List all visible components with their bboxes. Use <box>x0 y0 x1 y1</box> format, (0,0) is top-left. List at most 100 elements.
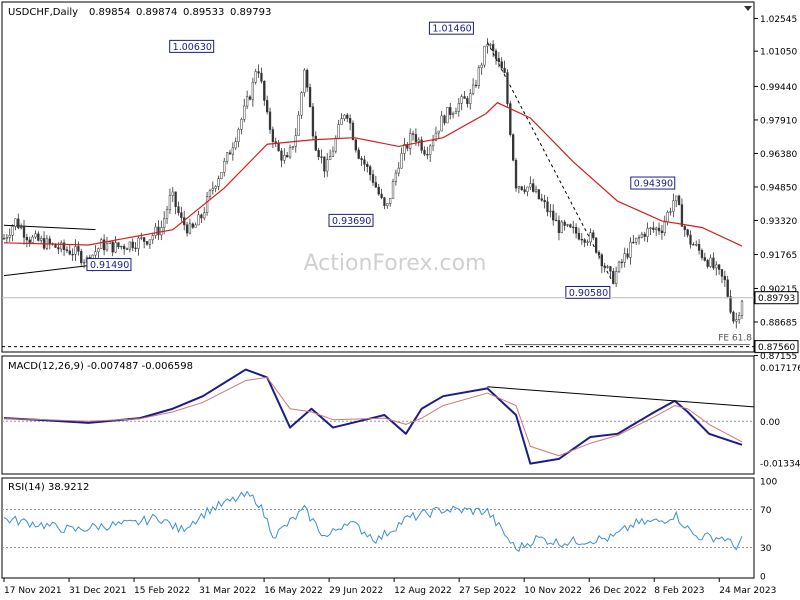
price-candle-body <box>629 241 632 258</box>
rsi-label: RSI(14) 38.9212 <box>8 482 89 493</box>
price-candle-body <box>185 224 189 234</box>
price-candle-body <box>48 238 51 244</box>
price-candle-body <box>417 139 420 142</box>
price-candle-body <box>672 200 675 212</box>
price-candle-body <box>471 84 475 94</box>
price-symbol-label: USDCHF,Daily <box>8 7 78 18</box>
price-candle-body <box>363 159 366 165</box>
price-candle-body <box>557 220 561 234</box>
price-panel-frame <box>1 1 755 353</box>
price-candle-body <box>457 103 460 112</box>
price-candle-body <box>569 224 572 228</box>
price-candle-body <box>429 145 432 155</box>
price-candle-body <box>331 150 335 157</box>
price-candle-body <box>197 214 200 226</box>
price-annotation-label: 1.00630 <box>173 42 212 53</box>
price-candle-body <box>469 93 472 104</box>
price-candle-body <box>712 257 715 269</box>
x-tick-label: 29 Jun 2022 <box>329 586 383 596</box>
price-candle-body <box>237 129 240 142</box>
price-candle-body <box>163 218 166 228</box>
price-candle-body <box>686 229 689 236</box>
price-candle-body <box>434 132 438 141</box>
price-annotation-box <box>630 176 676 190</box>
price-candle-body <box>449 107 452 115</box>
price-candle-body <box>563 221 566 226</box>
price-candle-body <box>377 186 380 195</box>
price-annotation-box <box>169 39 215 53</box>
current-price-label: 0.89793 <box>758 294 795 304</box>
collapse-triangle-icon[interactable] <box>744 6 752 11</box>
price-tick-label: 0.97910 <box>760 116 797 126</box>
x-tick-label: 31 Mar 2022 <box>199 586 256 596</box>
macd-tick-label: -0.01334 <box>760 460 800 470</box>
price-candle-body <box>529 183 532 188</box>
price-candle-body <box>74 246 77 255</box>
price-candle-body <box>646 228 649 237</box>
price-candle-body <box>663 221 666 233</box>
price-candle-body <box>277 142 280 152</box>
price-candle-body <box>82 262 86 264</box>
price-open-value: 0.89854 <box>89 7 130 18</box>
price-candle-body <box>143 237 146 242</box>
price-tick-label: 1.02545 <box>760 15 797 25</box>
price-candle-body <box>366 164 369 167</box>
price-candle-body <box>443 115 446 124</box>
price-candle-body <box>22 226 26 238</box>
price-candle-body <box>68 250 71 255</box>
price-candle-body <box>323 156 326 172</box>
price-candle-body <box>534 189 538 192</box>
price-candle-body <box>517 186 521 189</box>
price-candle-body <box>463 96 466 99</box>
price-candle-body <box>683 226 686 230</box>
price-candle-body <box>220 171 223 179</box>
price-candle-body <box>368 166 372 175</box>
price-candle-body <box>580 238 583 241</box>
price-candle-body <box>34 233 37 238</box>
price-candle-body <box>217 178 220 187</box>
price-candle-body <box>409 133 412 149</box>
price-candle-body <box>306 69 309 88</box>
x-tick-label: 8 Feb 2023 <box>654 586 704 596</box>
price-tick-label: 0.90215 <box>760 285 797 295</box>
price-candle-body <box>514 159 518 189</box>
price-high-value: 0.89874 <box>136 7 177 18</box>
price-candle-body <box>37 233 40 241</box>
price-annotation-label: 0.94390 <box>634 179 673 190</box>
macd-trend-line <box>487 386 755 408</box>
price-candle-body <box>2 238 6 240</box>
price-tick-label: 0.99440 <box>760 83 797 93</box>
price-candle-body <box>151 235 154 241</box>
price-candle-body <box>57 247 60 250</box>
price-candle-body <box>669 211 672 213</box>
price-candle-body <box>660 230 664 233</box>
price-candle-body <box>308 87 312 108</box>
price-candle-body <box>486 44 489 47</box>
x-tick-label: 27 Sep 2022 <box>459 586 516 596</box>
price-candle-body <box>303 69 306 93</box>
price-tick-label: 0.88685 <box>760 318 797 328</box>
price-candle-body <box>317 149 320 158</box>
price-candle-body <box>234 141 237 149</box>
price-candle-body <box>692 244 695 246</box>
price-candle-body <box>537 189 541 200</box>
price-candle-body <box>675 195 678 202</box>
price-candle-body <box>288 147 292 158</box>
price-candle-body <box>263 81 266 101</box>
price-candle-body <box>254 71 257 83</box>
price-candle-body <box>157 226 160 236</box>
price-candle-body <box>632 241 635 244</box>
price-candle-body <box>700 250 704 258</box>
x-tick-label: 16 May 2022 <box>264 586 323 596</box>
price-candle-body <box>145 241 149 245</box>
price-candle-body <box>549 210 552 213</box>
price-candle-body <box>657 227 661 232</box>
price-candle-body <box>577 232 581 240</box>
price-candle-body <box>729 296 732 313</box>
price-candle-body <box>228 152 232 155</box>
price-candle-body <box>677 195 681 205</box>
rsi-tick-label: 30 <box>760 544 772 554</box>
triangle-trend-line <box>3 264 96 277</box>
price-candle-body <box>122 245 126 249</box>
price-candle-body <box>523 189 526 192</box>
